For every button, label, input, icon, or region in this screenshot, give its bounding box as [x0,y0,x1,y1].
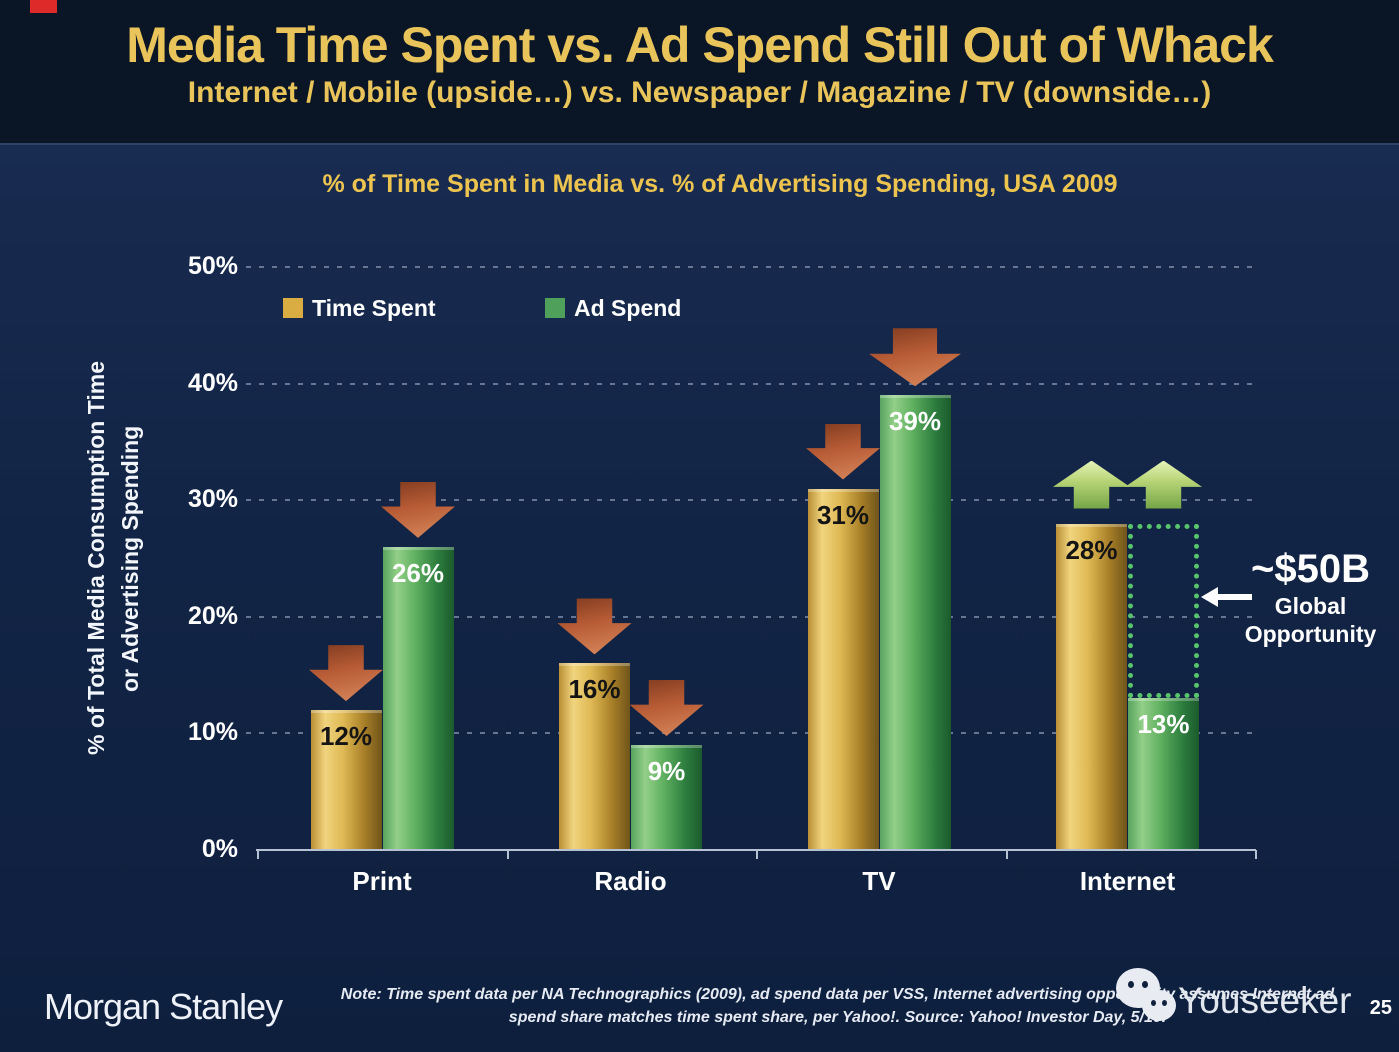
slide-title: Media Time Spent vs. Ad Spend Still Out … [126,17,1274,73]
opportunity-line2: Global [1274,593,1347,619]
legend-swatch-ad-spend [545,298,565,318]
header-band: Media Time Spent vs. Ad Spend Still Out … [0,0,1399,143]
x-axis-label-radio: Radio [594,866,667,896]
morgan-stanley-logo: Morgan Stanley [44,986,283,1027]
arrow-down-icon [629,680,704,737]
bar-value-label: 16% [568,674,621,705]
opportunity-gap-box [1128,523,1199,699]
watermark-text: Youseeker [1178,980,1352,1021]
gridline-40 [246,382,1258,385]
x-axis-label-tv: TV [862,866,896,896]
corner-marker [30,0,57,13]
bar-value-label: 39% [888,406,942,437]
gridline-10 [246,732,1258,735]
arrow-down-icon [557,598,632,655]
bar-internet-time-spent: 28% [1056,523,1127,850]
bar-value-label: 13% [1137,709,1190,740]
y-tick-label: 30% [187,485,238,514]
footnote-line2: spend share matches time spent share, pe… [508,1009,1167,1026]
legend-item-ad-spend: Ad Spend [545,294,682,321]
left-arrow-head [1201,587,1218,607]
x-axis-label-internet: Internet [1079,866,1176,896]
arrow-up-icon [1053,460,1130,509]
watermark: Youseeker [1108,966,1368,1036]
footnote: Note: Time spent data per NA Technograph… [315,983,1360,1029]
arrow-down-icon [381,481,455,538]
chart-title: % of Time Spent in Media vs. % of Advert… [322,170,1118,198]
bar-value-label: 28% [1065,534,1118,565]
bar-internet-ad-spend: 13% [1128,698,1199,850]
gridline-20 [246,615,1258,618]
bar-radio-ad-spend: 9% [631,745,702,850]
x-axis-tick [506,850,509,859]
bar-tv-time-spent: 31% [807,488,879,850]
opportunity-callout: ~$50B Global Opportunity [1228,546,1393,648]
gridline-50 [246,266,1258,268]
footnote-line1: Note: Time spent data per NA Technograph… [340,986,1335,1003]
left-arrow-shaft [1215,594,1252,600]
y-tick-label: 0% [201,835,238,863]
bar-value-label: 31% [816,499,870,530]
legend-item-time-spent: Time Spent [283,294,436,321]
legend-swatch-time-spent [283,298,303,318]
x-axis-tick [257,850,259,859]
wechat-icon-small-bubble [1142,990,1176,1021]
x-axis-tick [756,850,758,859]
arrow-up-icon [1125,460,1202,509]
gridline-30 [246,499,1258,502]
x-axis-tick [1005,850,1008,859]
page-number: 25 [1369,997,1392,1019]
bar-print-ad-spend: 26% [382,546,454,850]
x-axis-line [256,849,1256,851]
slide-subtitle: Internet / Mobile (upside…) vs. Newspape… [187,76,1212,109]
bar-radio-time-spent: 16% [559,663,630,850]
bar-value-label: 26% [391,557,445,588]
legend-label-ad-spend: Ad Spend [574,294,682,321]
y-tick-label: 10% [187,718,238,747]
left-arrow-icon [1201,585,1253,609]
legend-label-time-spent: Time Spent [312,294,436,321]
x-axis-tick [1255,850,1257,859]
arrow-down-icon [806,423,880,480]
opportunity-value: ~$50B [1251,547,1370,591]
x-axis-label-print: Print [352,866,412,896]
bar-print-time-spent: 12% [310,710,382,850]
bar-tv-ad-spend: 39% [879,395,951,850]
y-tick-label: 40% [187,368,238,397]
arrow-down-icon [309,645,383,702]
arrow-down-icon [869,328,961,387]
opportunity-line3: Opportunity [1244,621,1377,647]
y-tick-label: 50% [187,252,238,280]
bar-value-label: 12% [319,721,373,752]
bar-value-label: 9% [647,756,686,787]
y-tick-label: 20% [187,601,238,630]
slide-body [0,143,1399,1052]
